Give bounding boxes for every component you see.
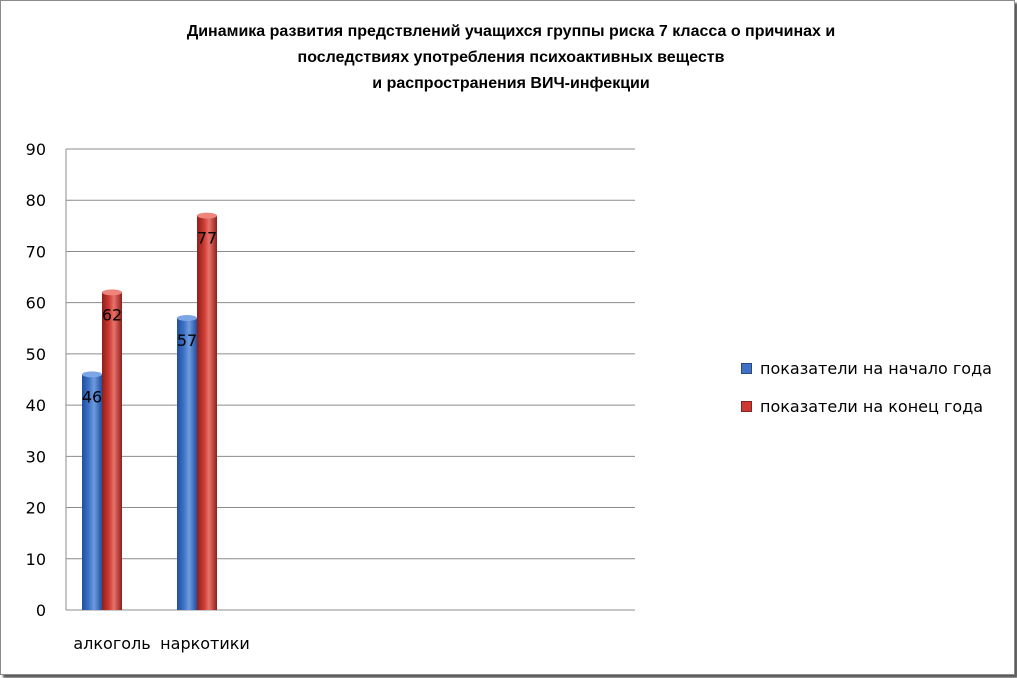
bar-cap (82, 371, 102, 378)
y-tick-label: 10 (26, 550, 46, 569)
legend-item-start: показатели на начало года (741, 356, 992, 381)
legend-label-start: показатели на начало года (760, 359, 992, 378)
y-tick-label: 80 (26, 191, 46, 210)
legend-swatch-end (741, 401, 752, 412)
y-tick-label: 0 (36, 601, 46, 620)
data-label: 57 (177, 331, 197, 350)
x-tick-label: алкоголь (73, 634, 150, 653)
chart-title-line-1: Динамика развития предствлений учащихся … (186, 23, 836, 40)
legend: показатели на начало года показатели на … (741, 356, 992, 432)
y-tick-label: 20 (26, 499, 46, 518)
bar-cap (197, 212, 217, 219)
y-tick-label: 70 (26, 242, 46, 261)
data-label: 62 (102, 305, 122, 324)
legend-item-end: показатели на конец года (741, 394, 992, 419)
chart-title-line-2: последствиях употребления психоактивных … (297, 49, 725, 66)
y-tick-label: 30 (26, 447, 46, 466)
bar-start-0 (82, 374, 102, 610)
legend-swatch-start (741, 363, 752, 374)
y-tick-label: 60 (26, 294, 46, 313)
bar-start-1 (177, 318, 197, 610)
x-tick-label: наркотики (160, 634, 250, 653)
y-tick-label: 90 (26, 140, 46, 159)
chart-title: Динамика развития предствлений учащихся … (61, 19, 961, 97)
chart-title-line-3: и распространения ВИЧ-инфекции (372, 75, 650, 92)
data-label: 77 (197, 229, 217, 248)
bar-cap (102, 289, 122, 296)
y-tick-label: 40 (26, 396, 46, 415)
bar-cap (177, 315, 197, 322)
legend-label-end: показатели на конец года (760, 397, 984, 416)
bar-end-1 (197, 215, 217, 611)
y-tick-label: 50 (26, 345, 46, 364)
data-label: 46 (82, 387, 102, 406)
bar-end-0 (102, 292, 122, 610)
